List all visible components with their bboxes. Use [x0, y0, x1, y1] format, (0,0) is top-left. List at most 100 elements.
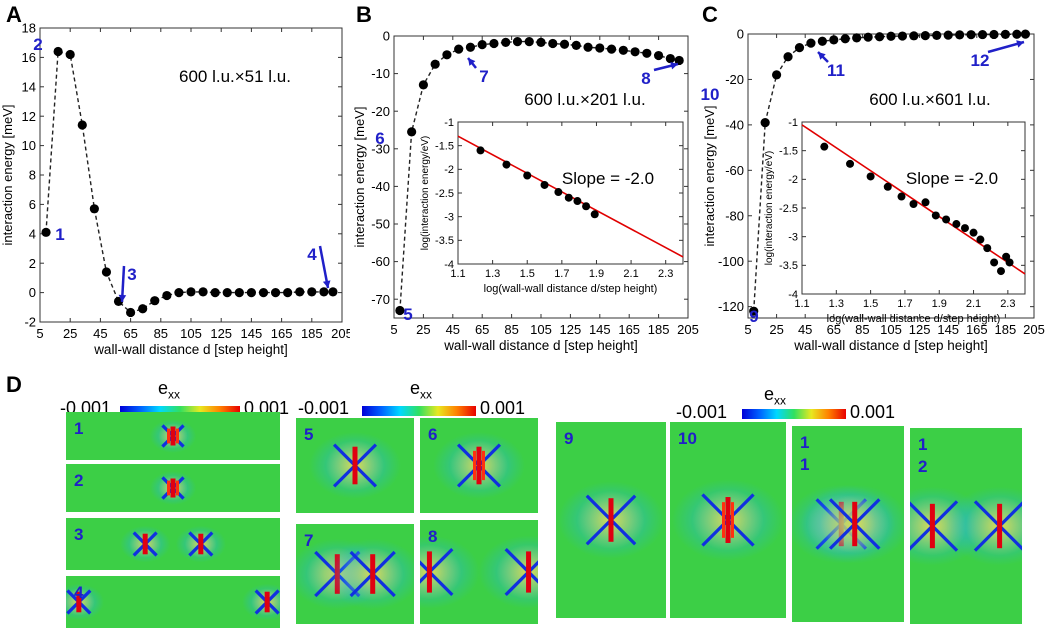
chart-a-ylabel: interaction energy [meV]: [0, 105, 15, 246]
chart-a-annotation-arrow-4: [318, 245, 330, 289]
chart-b-ytick-label: -70: [371, 292, 390, 307]
strain-map-tile: 3: [66, 518, 280, 570]
chart-c-point: [1020, 29, 1031, 39]
chart-c-xtick-label: 165: [966, 322, 988, 337]
chart-b-inset-xtick-label: 1.9: [589, 268, 604, 280]
chart-b-inset-ytick-label: -3.5: [435, 235, 454, 247]
chart-c-inset-ytick-label: -4: [788, 289, 798, 301]
chart-c-inset-point: [942, 215, 951, 224]
strain-map-label: 9: [564, 429, 574, 448]
chart-a-title: 600 l.u.×51 l.u.: [179, 67, 291, 86]
chart-a-point: [138, 304, 148, 314]
strain-map-field: [66, 583, 280, 621]
dislocation-core: [170, 426, 176, 446]
chart-c-ytick-label: -80: [725, 208, 744, 223]
chart-a-ytick-label: 14: [22, 79, 36, 94]
dislocation-core: [482, 450, 485, 481]
chart-b-annotation-5: 5: [403, 305, 412, 324]
chart-a-point: [246, 288, 256, 298]
chart-b-point: [477, 40, 487, 50]
colorbar-1-title: exx: [158, 378, 181, 402]
strain-map-label: 7: [304, 531, 314, 550]
chart-b: 5 25 45 65 85 105 125 145 165 185 205-70-60-50-40-…: [352, 29, 699, 353]
chart-a-xlabel: wall-wall distance d [step height]: [93, 342, 288, 357]
chart-b-inset-point: [502, 160, 511, 169]
strain-map-field: [149, 471, 197, 505]
chart-b-inset-xtick-label: 1.3: [485, 268, 500, 280]
strain-map-label: 3: [74, 525, 84, 544]
chart-c-xtick-label: 145: [937, 322, 959, 337]
chart-a-point: [53, 46, 63, 57]
chart-a-xtick-label: 125: [210, 326, 232, 341]
chart-a-point: [258, 288, 269, 298]
colorbar-2-gradient: [362, 406, 476, 416]
strain-map-label: 1 2: [918, 435, 928, 476]
chart-c-inset-point: [921, 198, 930, 207]
dislocation-core: [198, 533, 204, 555]
chart-c-point: [852, 33, 862, 43]
chart-c-xtick-label: 105: [880, 322, 902, 337]
chart-a-point: [307, 287, 317, 297]
chart-a-point: [126, 307, 136, 318]
chart-c-inset-ytick-label: -1.5: [779, 146, 798, 158]
chart-c-inset-ytick-label: -3.5: [779, 260, 798, 272]
chart-b-ytick-label: 0: [383, 29, 390, 44]
dislocation-core: [370, 554, 376, 594]
panel-letter-c: C: [702, 2, 718, 27]
chart-a-xtick-label: 205: [331, 326, 350, 341]
chart-a-ytick-label: 4: [29, 226, 36, 241]
chart-b-inset-point: [554, 188, 563, 197]
chart-c-inset-point: [846, 159, 855, 168]
chart-c-inset-ytick-label: -2.5: [779, 203, 798, 215]
chart-b-point: [642, 48, 652, 58]
chart-a-point: [328, 287, 338, 297]
chart-a-point: [77, 120, 87, 130]
colorbar-3-gradient: [742, 409, 846, 419]
chart-a-point: [234, 288, 244, 298]
chart-c-inset-point: [1005, 258, 1014, 267]
chart-c-xtick-label: 25: [769, 322, 783, 337]
strain-map-tile: 1: [66, 412, 280, 460]
chart-c-inset-ytick-label: -2: [788, 174, 798, 186]
strain-map-field: [433, 432, 525, 499]
chart-c-point: [943, 30, 953, 40]
colorbar-2: exx -0.001 0.001: [298, 378, 548, 422]
strain-map-tile: 7: [296, 524, 414, 624]
chart-c-point: [886, 31, 896, 41]
chart-a-xtick-label: 25: [63, 326, 77, 341]
chart-c: 5 25 45 65 85 105 125 145 165 185 205 -120 -100 -80 -6…: [701, 27, 1045, 353]
chart-b-point: [501, 37, 511, 47]
dislocation-core: [426, 551, 432, 593]
chart-c-point: [932, 30, 942, 40]
chart-b-inset-xtick-label: 1.5: [520, 268, 535, 280]
chart-b-annotation-arrowhead-7: [468, 58, 476, 66]
colorbar-3: exx -0.001 0.001: [676, 384, 906, 432]
chart-b-inset-xtick-label: 2.1: [623, 268, 638, 280]
chart-b-ytick-label: -10: [371, 66, 390, 81]
chart-c-ytick-label: 0: [737, 27, 744, 42]
dislocation-core: [167, 480, 170, 496]
chart-a-point: [41, 227, 51, 237]
chart-b-xlabel: wall-wall distance d [step height]: [443, 338, 638, 353]
chart-a-point: [295, 287, 305, 297]
chart-b-point: [407, 127, 417, 137]
chart-b-point: [465, 42, 476, 52]
chart-c-inset-point: [931, 211, 940, 220]
chart-c-inset-point: [909, 199, 918, 208]
chart-a-ytick-label: 18: [22, 21, 36, 36]
chart-c-inset-point: [883, 182, 892, 191]
chart-b-ytick-label: -30: [371, 141, 390, 156]
chart-b-inset-ylabel: log(interaction energy/eV): [420, 136, 431, 251]
chart-b-xtick-label: 205: [677, 322, 699, 337]
chart-b-annotation-6: 6: [375, 129, 384, 148]
chart-a-point: [198, 287, 208, 297]
strain-map-tile: 1 2: [910, 428, 1022, 624]
chart-b-xtick-label: 25: [416, 322, 430, 337]
strain-map-label: 5: [304, 425, 314, 444]
strain-map-tile: 8: [420, 520, 538, 624]
chart-a-point: [222, 288, 232, 298]
chart-c-ytick-label: -120: [718, 299, 744, 314]
chart-b-xtick-label: 5: [390, 322, 397, 337]
chart-b-inset-point: [573, 197, 582, 206]
chart-c-inset-xtick-label: 1.9: [932, 298, 947, 310]
